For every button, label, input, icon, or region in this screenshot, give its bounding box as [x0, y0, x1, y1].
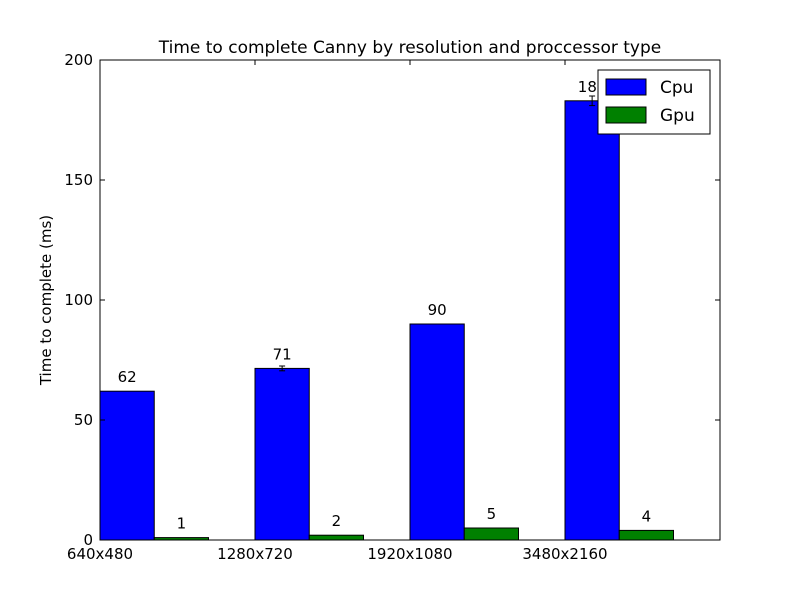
data-label: 62 [118, 368, 137, 386]
data-label: 90 [428, 301, 447, 319]
axis-layer: 640x480 1280x720 1920x1080 3480x2160 0 50 100 1… [64, 51, 720, 563]
data-label: 4 [642, 507, 652, 525]
bar-gpu [618, 529, 674, 541]
data-label: 1 [177, 515, 187, 533]
y-tick-label: 150 [64, 171, 93, 189]
legend-swatch-cpu [605, 78, 647, 96]
legend-swatch-gpu [605, 106, 647, 124]
y-tick-label: 200 [64, 51, 93, 69]
legend-label: Gpu [660, 106, 695, 126]
bars-layer [99, 95, 674, 541]
bar-cpu [564, 100, 620, 541]
legend: Cpu Gpu [597, 69, 711, 135]
bar-cpu [99, 390, 155, 541]
x-tick-label: 1280x720 [217, 545, 293, 563]
x-tick-label: 640x480 [67, 545, 133, 563]
x-tick-label: 3480x2160 [522, 545, 607, 563]
legend-label: Cpu [660, 78, 693, 98]
y-tick-label: 50 [74, 411, 93, 429]
chart-title: Time to complete Canny by resolution and… [158, 38, 661, 58]
y-tick-label: 0 [83, 531, 93, 549]
data-label: 5 [487, 505, 497, 523]
y-tick-label: 100 [64, 291, 93, 309]
y-axis-label: Time to complete (ms) [37, 215, 55, 386]
bar-gpu [463, 527, 519, 541]
bar-cpu [409, 323, 465, 541]
bar-cpu [254, 367, 310, 541]
data-label: 71 [273, 345, 292, 363]
data-label: 2 [332, 512, 342, 530]
bar-gpu [308, 534, 364, 541]
x-tick-label: 1920x1080 [367, 545, 452, 563]
